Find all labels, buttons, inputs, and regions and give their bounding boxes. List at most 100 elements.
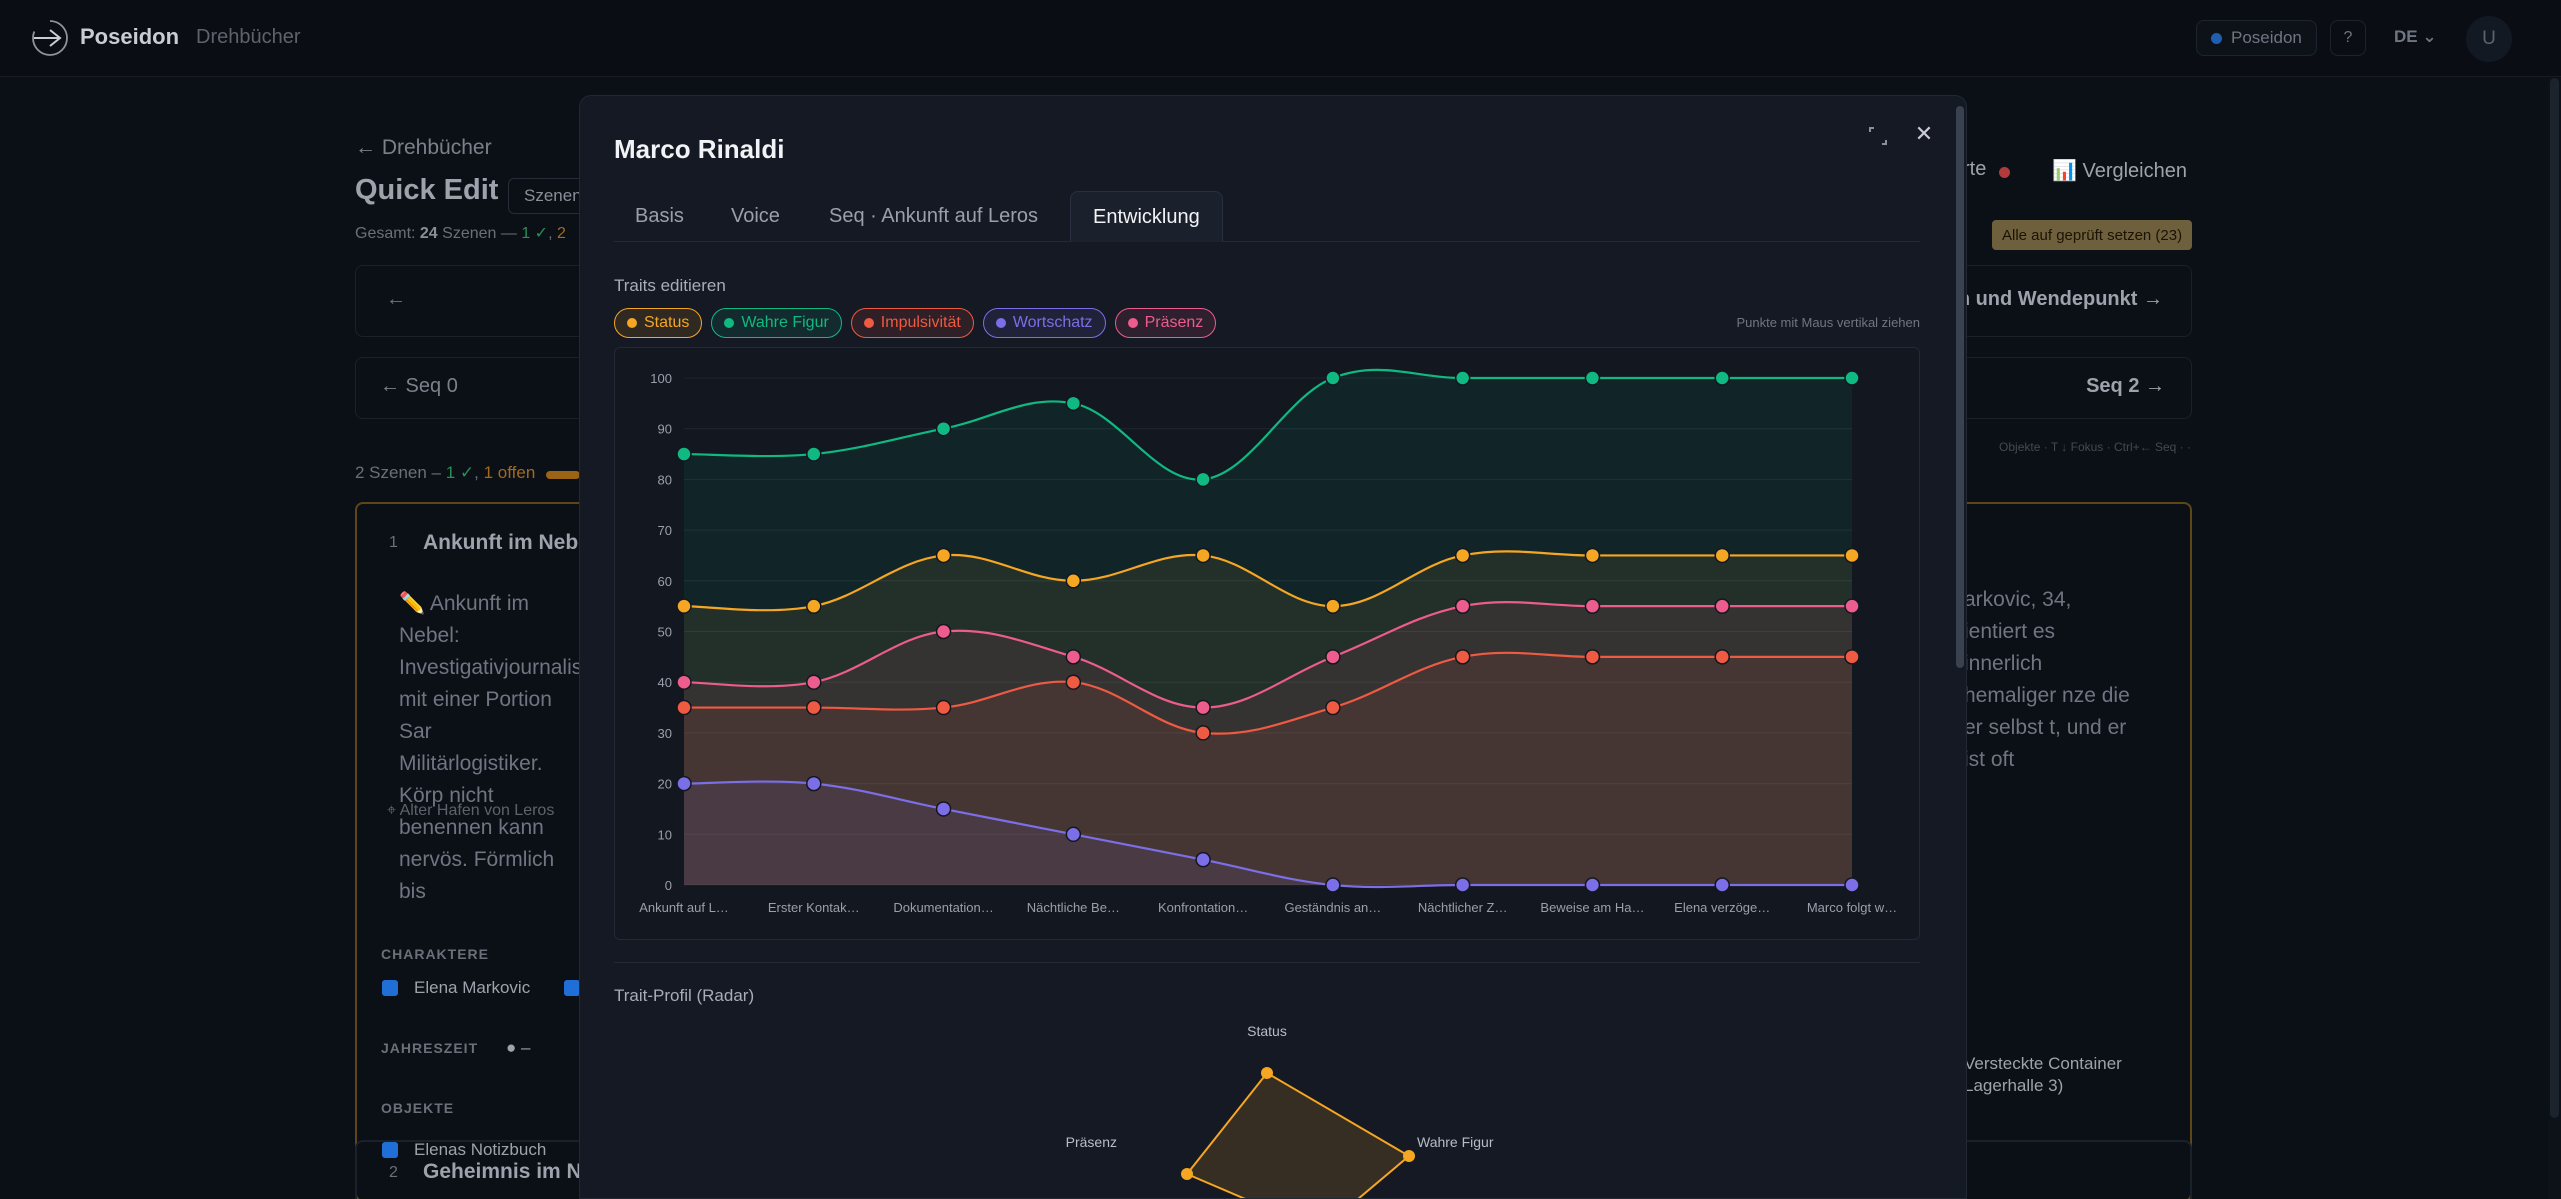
data-point-0[interactable] [935, 547, 952, 564]
data-point-4[interactable] [1584, 598, 1601, 614]
data-point-0[interactable] [1325, 598, 1341, 614]
data-point-1[interactable] [1065, 395, 1082, 412]
trait-chart-svg[interactable]: 0 10 20 30 40 50 60 70 80 90 100 Ankunft auf L… Erst… [615, 348, 1921, 941]
trait-label: Status [644, 314, 690, 331]
data-point-2[interactable] [1584, 649, 1601, 665]
radar-point[interactable] [1261, 1067, 1273, 1079]
data-point-4[interactable] [935, 623, 952, 640]
data-point-0[interactable] [1454, 547, 1471, 564]
data-point-0[interactable] [1584, 547, 1601, 564]
avatar[interactable]: U [2466, 16, 2512, 62]
data-point-2[interactable] [806, 699, 822, 716]
tab-basis[interactable]: Basis [635, 205, 684, 227]
scene-title-2[interactable]: Geheimnis im Ne [423, 1160, 594, 1183]
data-point-1[interactable] [935, 420, 952, 437]
data-point-1[interactable] [1195, 471, 1211, 488]
data-point-0[interactable] [806, 598, 822, 614]
data-point-3[interactable] [676, 775, 692, 792]
poseidon-logo-icon[interactable] [30, 18, 70, 58]
data-point-4[interactable] [1195, 699, 1211, 716]
data-point-2[interactable] [1065, 674, 1082, 690]
trait-toggle-1[interactable]: Wahre Figur [711, 308, 842, 338]
next-seq-button[interactable]: Seq 2 → [2086, 375, 2165, 397]
data-point-2[interactable] [1844, 649, 1860, 665]
data-point-4[interactable] [806, 674, 822, 690]
data-point-3[interactable] [1584, 877, 1601, 893]
data-point-2[interactable] [676, 699, 692, 716]
trait-toggle-0[interactable]: Status [614, 308, 703, 338]
data-point-1[interactable] [676, 446, 692, 462]
mark-all-button[interactable]: Alle auf geprüft setzen (23) [1992, 220, 2193, 250]
character-checkbox-2[interactable] [564, 980, 580, 996]
data-point-1[interactable] [1844, 370, 1860, 386]
radar-point[interactable] [1403, 1150, 1415, 1162]
data-point-3[interactable] [1454, 877, 1471, 893]
y-tick-label: 80 [658, 472, 672, 487]
object-checkbox[interactable] [382, 1142, 398, 1158]
close-button[interactable]: ✕ [1914, 121, 1934, 146]
page-scrollbar-thumb[interactable] [2550, 78, 2559, 1118]
prev-scene-button[interactable]: ← [386, 288, 406, 310]
data-point-1[interactable] [1325, 370, 1341, 386]
data-point-1[interactable] [1584, 370, 1601, 386]
page-scrollbar[interactable] [2548, 78, 2561, 1199]
data-point-3[interactable] [1195, 851, 1211, 868]
workspace-switcher[interactable]: Poseidon [2196, 20, 2317, 56]
compare-link[interactable]: rte [1963, 158, 1987, 180]
data-point-4[interactable] [1844, 598, 1860, 614]
data-point-3[interactable] [1065, 826, 1082, 843]
data-point-2[interactable] [1195, 725, 1211, 741]
language-select[interactable]: DE ⌄ [2394, 27, 2437, 47]
sequence-progress-bar [546, 471, 580, 479]
tab-entwicklung[interactable]: Entwicklung [1070, 191, 1223, 242]
next-scene-button[interactable]: ion und Wendepunkt → [1940, 288, 2163, 310]
modal-scrollbar-thumb[interactable] [1956, 106, 1964, 668]
data-point-0[interactable] [1714, 547, 1730, 564]
data-point-4[interactable] [1454, 598, 1471, 614]
data-point-0[interactable] [1844, 547, 1860, 564]
trait-chart[interactable]: 0 10 20 30 40 50 60 70 80 90 100 Ankunft auf L… Erst… [614, 347, 1920, 940]
data-point-1[interactable] [1454, 370, 1471, 386]
data-point-2[interactable] [935, 699, 952, 716]
data-point-1[interactable] [806, 446, 822, 462]
scene-text[interactable]: ✏️ Ankunft im Nebel: Investigativjournal… [399, 592, 589, 903]
trait-color-icon [1127, 318, 1138, 328]
data-point-3[interactable] [935, 801, 952, 817]
data-point-2[interactable] [1325, 699, 1341, 716]
prev-seq-button[interactable]: ← Seq 0 [380, 375, 458, 397]
data-point-4[interactable] [676, 674, 692, 690]
data-point-3[interactable] [1844, 877, 1860, 893]
tab-voice[interactable]: Voice [731, 205, 780, 227]
radar-point[interactable] [1181, 1168, 1193, 1180]
trait-toggle-2[interactable]: Impulsivität [850, 308, 974, 338]
data-point-1[interactable] [1714, 370, 1730, 386]
data-point-2[interactable] [1714, 649, 1730, 665]
data-point-0[interactable] [1065, 573, 1082, 589]
data-point-4[interactable] [1325, 649, 1341, 665]
expand-icon[interactable] [1864, 122, 1892, 150]
character-checkbox[interactable] [382, 980, 398, 996]
help-button[interactable]: ? [2330, 20, 2366, 56]
trait-color-icon [724, 318, 735, 328]
data-point-4[interactable] [1714, 598, 1730, 614]
data-point-3[interactable] [1714, 877, 1730, 893]
modal-scrollbar[interactable] [1953, 96, 1966, 1198]
trait-label: Präsenz [1144, 314, 1204, 331]
back-link[interactable]: ← Drehbücher [355, 136, 492, 159]
data-point-0[interactable] [676, 598, 692, 614]
season-option[interactable]: ● – [506, 1038, 530, 1058]
data-point-3[interactable] [806, 775, 822, 792]
data-point-3[interactable] [1325, 877, 1341, 893]
scene-title[interactable]: Ankunft im Nebe [423, 531, 590, 554]
brand-name[interactable]: Poseidon [80, 24, 180, 49]
tab-sequence[interactable]: Seq · Ankunft auf Leros [829, 205, 1039, 227]
data-point-2[interactable] [1454, 649, 1471, 665]
breadcrumb-section[interactable]: Drehbücher [196, 26, 301, 48]
trait-toggle-3[interactable]: Wortschatz [982, 308, 1106, 338]
trait-toggle-4[interactable]: Präsenz [1114, 308, 1217, 338]
data-point-4[interactable] [1065, 649, 1082, 665]
compare-button[interactable]: 📊 Vergleichen [2052, 160, 2187, 182]
traits-label: Traits editieren [614, 276, 726, 295]
trait-radar-chart[interactable]: Status Wahre Figur Präsenz [614, 1021, 1920, 1199]
data-point-0[interactable] [1195, 547, 1211, 564]
